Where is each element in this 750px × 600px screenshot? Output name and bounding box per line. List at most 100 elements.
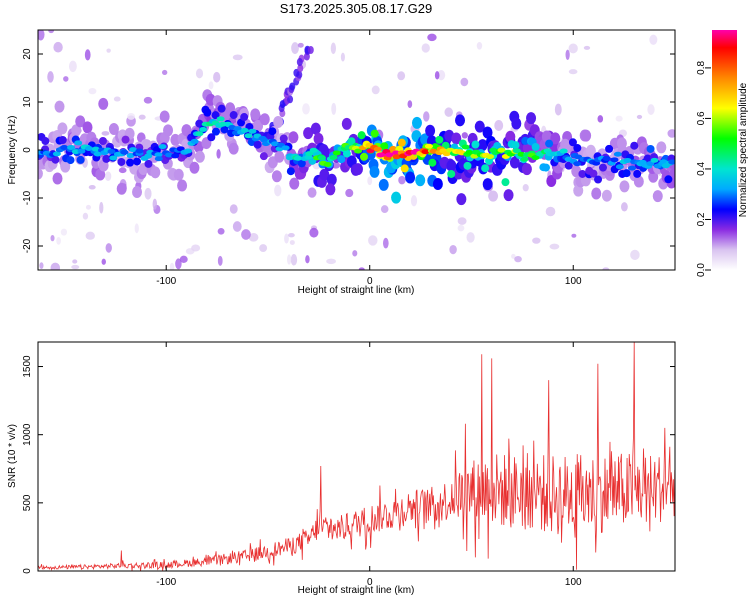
spectrogram-cell [598, 163, 607, 172]
snr-x-tick-label: 100 [565, 577, 582, 588]
spectrogram-cell [664, 175, 673, 184]
spectrogram-cell [152, 198, 158, 210]
spectrogram-cell [652, 190, 663, 203]
spectrogram-cell [636, 114, 643, 120]
spectrogram-cell [159, 110, 170, 123]
spectrogram-cell [615, 115, 623, 122]
spectrogram-cell [378, 178, 389, 191]
spectrogram-cell [501, 178, 510, 187]
spectrogram-cell [66, 156, 75, 165]
spectrogram-cell [367, 176, 373, 186]
spectrogram-cell [610, 157, 619, 163]
colorbar: 0.0 0.2 0.4 0.6 0.8 Normalized spectral ampl… [696, 30, 749, 277]
spectrogram-x-tick-label: 0 [367, 276, 373, 287]
spectrogram-cell [216, 116, 225, 122]
spectrogram-cell [358, 267, 365, 270]
spectrogram-cell [541, 130, 552, 143]
spectrogram-cell [511, 253, 516, 259]
spectrogram-cell [194, 150, 205, 163]
spectrogram-cell [98, 136, 107, 145]
spectrogram-cell [347, 137, 356, 146]
spectrogram-cell [633, 169, 642, 178]
spectrogram-cell [227, 129, 236, 138]
spectrogram-cell [84, 145, 93, 151]
spectrogram-cell [460, 77, 469, 87]
spectrogram-cell [303, 127, 314, 140]
spectrogram-cell [505, 130, 516, 143]
spectrogram-cell [326, 258, 337, 265]
spectrogram-cell [199, 126, 208, 132]
spectrogram-cell [53, 41, 63, 53]
colorbar-tick-label: 0.2 [696, 212, 707, 226]
spectrogram-cell [509, 156, 520, 169]
spectrogram-cell [240, 113, 249, 122]
spectrogram-cell [424, 143, 433, 149]
snr-x-axis-label: Height of straight line (km) [298, 585, 415, 596]
spectrogram-cell [583, 45, 591, 50]
spectrogram-cell [313, 132, 324, 145]
spectrogram-cell [357, 131, 366, 140]
snr-x-tick-label: -100 [156, 577, 176, 588]
spectrogram-cell [126, 158, 135, 167]
spectrogram-cell [309, 147, 318, 153]
spectrogram-cell [370, 129, 379, 138]
spectrogram-cell [307, 45, 314, 54]
spectrogram-cell [58, 135, 67, 144]
spectrogram-cell [568, 69, 578, 75]
spectrogram-cell [207, 133, 216, 142]
spectrogram-cell [296, 58, 303, 67]
spectrogram-cell [425, 124, 436, 137]
spectrogram-cell [127, 113, 136, 120]
spectrogram-cell [457, 224, 465, 232]
spectrogram-cell [405, 171, 416, 184]
spectrogram-x-tick-label: 100 [565, 276, 582, 287]
spectrogram-cell [163, 124, 174, 137]
spectrogram-cell [532, 237, 541, 244]
spectrogram-cell [297, 159, 306, 168]
spectrogram-cell [628, 165, 637, 171]
spectrogram-cell [630, 141, 639, 150]
spectrogram-cell [82, 121, 93, 134]
spectrogram-cell [392, 154, 401, 160]
spectrogram-cell [289, 177, 300, 190]
snr-y-axis-label: SNR (10 * v/v) [7, 424, 18, 488]
spectrogram-cell [407, 100, 413, 109]
spectrogram-cell [75, 115, 86, 128]
spectrogram-cell [550, 132, 561, 145]
spectrogram-cell [415, 174, 426, 187]
spectrogram-cell [319, 168, 330, 181]
spectrogram-cell [289, 240, 295, 245]
spectrogram-cell [623, 157, 632, 163]
spectrogram-cell [51, 155, 60, 164]
spectrogram-cell [259, 152, 268, 161]
spectrogram-cell [116, 182, 127, 195]
spectrogram-cell [216, 149, 221, 159]
spectrogram-cell [154, 156, 163, 162]
spectrogram-cell [60, 145, 69, 151]
spectrogram-cell [488, 190, 499, 202]
spectrogram-cell [461, 144, 470, 150]
spectrogram-cell [101, 131, 110, 136]
spectrogram-cell [229, 204, 238, 214]
spectrogram-cell [326, 173, 337, 186]
spectrogram-cell [259, 244, 268, 253]
spectrogram-y-tick-label: -20 [22, 238, 33, 253]
spectrogram-cell [589, 169, 598, 178]
spectrogram-cell [56, 236, 61, 245]
spectrogram-cell [474, 120, 485, 133]
spectrogram-cell [622, 169, 631, 178]
spectrogram-cell [455, 114, 466, 127]
spectrogram-cell [191, 244, 201, 252]
spectrogram-cell [521, 163, 532, 176]
spectrogram-cell [385, 152, 394, 158]
colorbar-tick-label: 0.4 [696, 162, 707, 176]
spectrogram-cell [503, 189, 514, 202]
spectrogram-cell [117, 157, 126, 166]
spectrogram-cell [559, 148, 568, 154]
spectrogram-cell [232, 54, 243, 61]
spectrogram-cell [98, 97, 109, 110]
spectrogram-cell [120, 149, 129, 155]
snr-series-line [38, 342, 675, 571]
spectrogram-cell [274, 184, 282, 197]
